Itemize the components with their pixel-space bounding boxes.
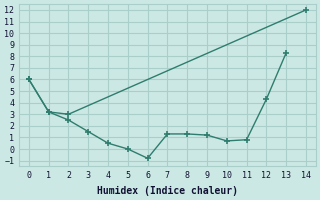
X-axis label: Humidex (Indice chaleur): Humidex (Indice chaleur) bbox=[97, 186, 238, 196]
